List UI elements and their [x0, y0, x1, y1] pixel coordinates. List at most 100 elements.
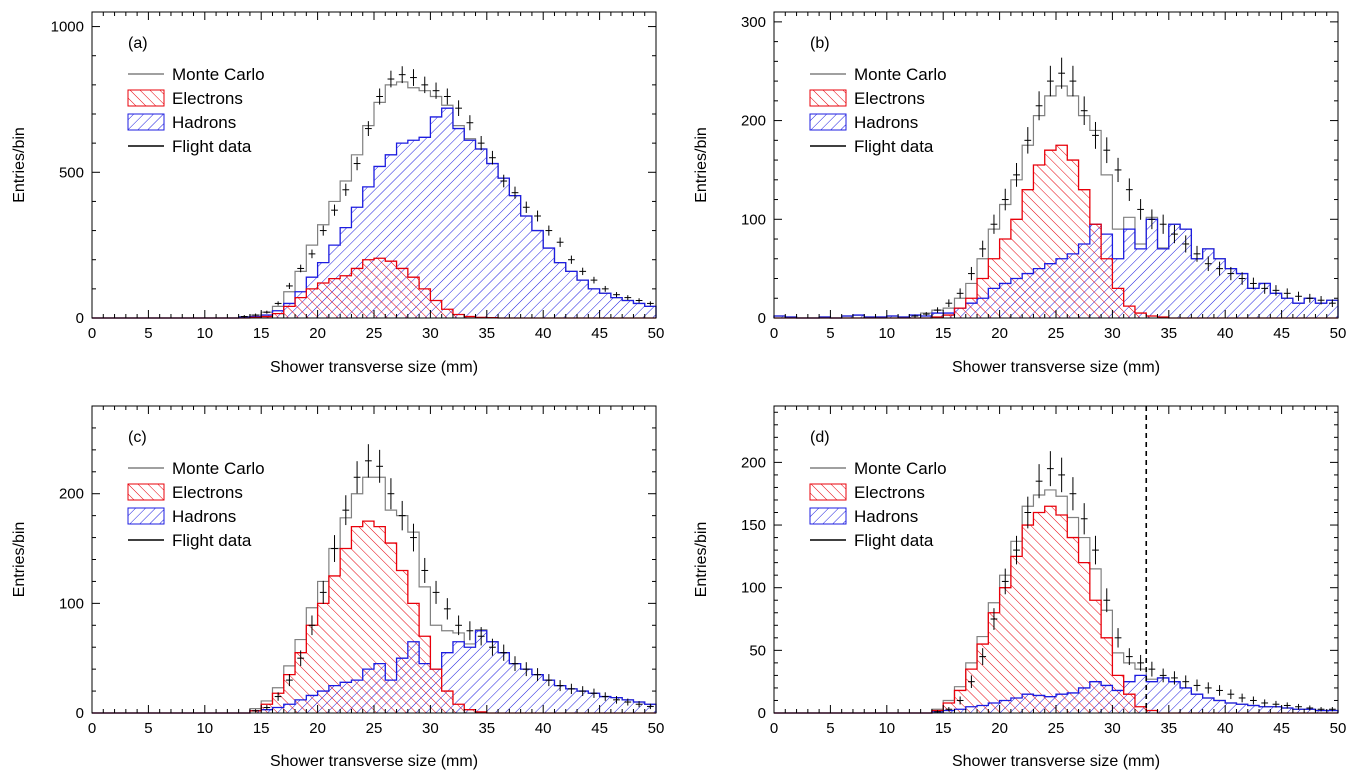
flight-data-point: [342, 183, 350, 196]
flight-data-point: [1137, 199, 1144, 220]
flight-data-point: [1148, 209, 1156, 230]
x-axis-label: Shower transverse size (mm): [952, 753, 1160, 770]
flight-data-point: [500, 174, 508, 188]
flight-data-point: [624, 698, 632, 706]
x-tick-label: 5: [826, 720, 834, 737]
x-tick-label: 10: [878, 325, 895, 342]
x-tick-label: 40: [1217, 720, 1234, 737]
chart-panel-4: 0 5 10 15 20 25 30 35 40 45 50 0 50 100 150 200 Shower t…: [693, 405, 1347, 770]
x-tick-label: 20: [309, 325, 326, 342]
flight-data-point: [421, 76, 429, 94]
flight-data-point: [968, 675, 975, 688]
flight-data-point: [308, 249, 316, 259]
x-tick-label: 35: [478, 720, 495, 737]
flight-data-point: [1227, 266, 1235, 281]
electrons-fill: [92, 258, 656, 318]
x-tick-label: 50: [648, 720, 665, 737]
legend-electrons-swatch: [127, 89, 165, 107]
flight-data-point: [1046, 65, 1054, 97]
x-tick-label: 30: [422, 720, 439, 737]
flight-data-point: [613, 292, 620, 298]
flight-data-point: [353, 461, 361, 494]
y-axis-label: Entries/bin: [11, 127, 28, 203]
flight-data-point: [432, 580, 440, 604]
legend-hadrons-swatch: [809, 113, 847, 131]
flight-data-point: [489, 150, 496, 165]
flight-data-point: [911, 314, 919, 318]
legend: Monte Carlo Electrons Hadrons Flight data: [809, 65, 947, 156]
flight-data-point: [1328, 299, 1336, 308]
flight-data-point: [1159, 668, 1167, 683]
flight-data-point: [1272, 700, 1280, 708]
legend-electrons-label: Electrons: [172, 89, 243, 108]
hadrons-histogram: [92, 107, 657, 319]
flight-data-point: [286, 282, 293, 289]
x-tick-label: 20: [991, 720, 1008, 737]
flight-data-point: [1227, 689, 1235, 700]
flight-data-point: [1125, 178, 1133, 201]
legend-hadrons-swatch: [127, 507, 165, 525]
flight-data-point: [1092, 535, 1099, 565]
legend: Monte Carlo Electrons Hadrons Flight data: [127, 65, 265, 156]
flight-data-point: [1216, 685, 1223, 696]
flight-data-point: [1216, 261, 1223, 276]
x-tick-label: 10: [196, 720, 213, 737]
flight-data-point: [1013, 535, 1020, 565]
flight-data-point: [1204, 682, 1212, 694]
y-tick-label: 0: [76, 705, 84, 722]
x-tick-label: 50: [1330, 720, 1347, 737]
flight-data-point: [1182, 675, 1190, 688]
flight-data-point: [1103, 588, 1111, 613]
x-tick-label: 15: [253, 720, 270, 737]
flight-data-point: [274, 301, 282, 306]
x-tick-label: 15: [935, 720, 952, 737]
flight-data-point: [432, 82, 440, 99]
y-tick-label: 0: [758, 705, 766, 722]
flight-data-point: [635, 701, 643, 708]
flight-data-point: [1069, 65, 1077, 97]
flight-data-point: [956, 696, 964, 705]
flight-data-point: [613, 696, 620, 704]
flight-data-point: [297, 650, 305, 666]
x-tick-label: 50: [648, 325, 665, 342]
x-axis-label: Shower transverse size (mm): [952, 359, 1160, 376]
x-tick-label: 45: [591, 325, 608, 342]
flight-data-point: [398, 500, 406, 531]
flight-data-point: [511, 186, 519, 199]
flight-data-point: [1125, 648, 1133, 666]
flight-data-point: [387, 478, 395, 510]
flight-data-point: [601, 692, 609, 701]
flight-data-point: [398, 66, 406, 84]
y-axis-label: Entries/bin: [693, 127, 710, 203]
flight-data-point: [1182, 235, 1190, 253]
panel-label: (c): [128, 429, 147, 446]
legend-electrons-swatch: [809, 483, 847, 501]
flight-data-point: [601, 285, 609, 292]
flight-data-point: [635, 298, 643, 303]
flight-data-point: [297, 264, 305, 273]
legend-hadrons-swatch: [809, 507, 847, 525]
flight-data-point: [934, 307, 941, 313]
x-tick-label: 30: [1104, 325, 1121, 342]
flight-data-point: [1035, 464, 1043, 499]
flight-data-point: [319, 225, 327, 236]
flight-data-point: [1058, 57, 1066, 89]
x-tick-label: 35: [478, 325, 495, 342]
flight-data-point: [443, 598, 451, 620]
flight-data-point: [990, 214, 998, 234]
y-tick-label: 200: [741, 113, 766, 130]
flight-data-point: [353, 156, 361, 171]
y-tick-label: 150: [741, 517, 766, 534]
x-tick-label: 0: [770, 720, 778, 737]
x-tick-label: 50: [1330, 325, 1347, 342]
flight-data-point: [364, 121, 372, 137]
flight-data-point: [1035, 91, 1043, 121]
flight-data-point: [331, 535, 338, 562]
x-tick-label: 5: [144, 720, 152, 737]
y-tick-label: 300: [741, 14, 766, 31]
flight-data-point: [1092, 121, 1099, 149]
flight-data-point: [1058, 457, 1066, 493]
flight-data-point: [556, 680, 564, 692]
flight-data-point: [274, 692, 282, 701]
